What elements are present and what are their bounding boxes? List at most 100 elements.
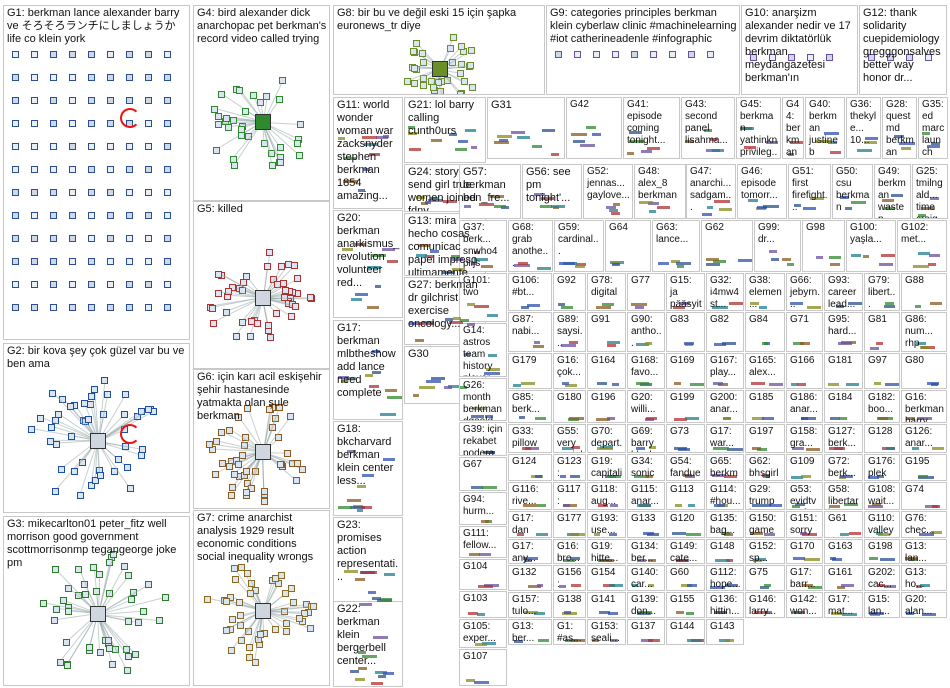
group-cell-g87[interactable]: G87: nabi... xyxy=(508,312,552,352)
group-cell-g91[interactable]: G91 xyxy=(587,312,626,352)
group-cell-g6[interactable]: G6: için karı acil eskişehir şehir hasta… xyxy=(193,369,330,509)
group-cell-g103[interactable]: G103 xyxy=(459,591,507,618)
group-cell-g167[interactable]: G167: play... xyxy=(706,353,744,389)
group-cell-g117[interactable]: G117: cmo... xyxy=(553,482,586,510)
group-cell-g35[interactable]: G35: ed marc launch episod... xyxy=(918,97,948,159)
group-cell-g198[interactable]: G198 xyxy=(864,539,900,564)
group-cell-g118[interactable]: G118: aug... xyxy=(587,482,626,510)
group-cell-g100[interactable]: G100: yaşla... xyxy=(846,220,896,272)
group-cell-g73[interactable]: G73 xyxy=(666,424,705,453)
group-cell-g36[interactable]: G36: thekyle... 10... xyxy=(846,97,881,159)
group-cell-g102[interactable]: G102: met... xyxy=(897,220,947,272)
group-cell-g181[interactable]: G181 xyxy=(824,353,863,389)
group-cell-g75[interactable]: G75 xyxy=(745,565,785,591)
group-cell-g71[interactable]: G71 xyxy=(786,312,823,352)
group-cell-g52[interactable]: G52: jennas... gaylove... xyxy=(583,164,633,219)
group-cell-g29[interactable]: G29: trump hey julian nachoag... xyxy=(745,482,785,510)
group-cell-g46[interactable]: G46: episode tomorr... xyxy=(737,164,787,219)
group-cell-g110[interactable]: G110: valley direc... xyxy=(864,511,900,538)
group-cell-g38[interactable]: G38: elemen... xyxy=(745,273,785,311)
group-cell-g82[interactable]: G82 xyxy=(706,312,744,352)
group-cell-g17c[interactable]: G17: dan xyxy=(508,511,552,538)
group-cell-g149[interactable]: G149: cate... xyxy=(666,539,705,564)
group-cell-g137[interactable]: G137 xyxy=(627,619,665,645)
group-cell-g28[interactable]: G28: questmd berkman lecture today... xyxy=(882,97,917,159)
group-cell-g124[interactable]: G124 xyxy=(508,454,552,481)
group-cell-g161[interactable]: G161 xyxy=(824,565,863,591)
group-cell-g199[interactable]: G199 xyxy=(666,390,705,423)
group-cell-g34[interactable]: G34: sonic boom festival tonight... xyxy=(627,454,665,481)
group-cell-g53[interactable]: G53: evidtv tnyfron... xyxy=(786,482,823,510)
group-cell-g138[interactable]: G138 xyxy=(553,592,586,618)
group-cell-g185[interactable]: G185 xyxy=(745,390,785,423)
group-cell-g15[interactable]: G15: ja pääsyitä onko osoitettu että köy… xyxy=(666,273,705,311)
group-cell-g18[interactable]: G18: bkcharvard berkman klein center les… xyxy=(333,421,403,516)
group-cell-g98[interactable]: G98 xyxy=(802,220,845,272)
group-cell-g134[interactable]: G134: ber... xyxy=(627,539,665,564)
group-cell-g17e[interactable]: G17: barr... xyxy=(786,565,823,591)
group-cell-g127[interactable]: G127: berk... xyxy=(824,424,863,453)
group-cell-g11[interactable]: G11: world wonder woman war zacksnyder s… xyxy=(333,97,403,209)
group-cell-g13c[interactable]: G13: ho... xyxy=(901,565,947,591)
group-cell-g186[interactable]: G186: anar... xyxy=(786,390,823,423)
group-cell-g99[interactable]: G99: dr... xyxy=(754,220,801,272)
group-cell-g39[interactable]: G39: için rekabet podera... xyxy=(459,422,507,456)
group-cell-g41[interactable]: G41: episode coming tonight... xyxy=(623,97,680,159)
group-cell-g170[interactable]: G170 xyxy=(786,539,823,564)
group-cell-g144[interactable]: G144 xyxy=(666,619,705,645)
group-cell-g51[interactable]: G51: first firefight... xyxy=(788,164,831,219)
group-cell-g112[interactable]: G112: hope... xyxy=(706,565,744,591)
group-cell-g106[interactable]: G106: #bt... xyxy=(508,273,552,311)
group-cell-g17d[interactable]: G17: any... xyxy=(508,539,552,564)
group-cell-g132[interactable]: G132 xyxy=(508,565,552,591)
group-cell-g116[interactable]: G116: rive... xyxy=(508,482,552,510)
group-cell-g86[interactable]: G86: num... rhp xyxy=(901,312,947,352)
group-cell-g92[interactable]: G92 xyxy=(553,273,586,311)
group-cell-g20c[interactable]: G20: alan... xyxy=(901,592,947,618)
group-cell-g21[interactable]: G21: lol barry calling cunth0urs xyxy=(404,97,486,163)
group-cell-g26[interactable]: G26: month berkman dgoold lance... xyxy=(459,378,507,421)
group-cell-g78[interactable]: G78: digital xyxy=(587,273,626,311)
group-cell-g139[interactable]: G139: don... xyxy=(627,592,665,618)
group-cell-g177[interactable]: G177 xyxy=(553,511,586,538)
group-cell-g104[interactable]: G104 xyxy=(459,559,507,590)
group-cell-g184[interactable]: G184 xyxy=(824,390,863,423)
group-cell-g140[interactable]: G140: car... xyxy=(627,565,665,591)
group-cell-g60[interactable]: G60 xyxy=(666,565,705,591)
group-cell-g9[interactable]: G9: categories principles berkman klein … xyxy=(546,5,740,95)
group-cell-g54[interactable]: G54: fanduel lance... xyxy=(666,454,705,481)
group-cell-g42[interactable]: G42 xyxy=(566,97,622,159)
group-cell-g107[interactable]: G107 xyxy=(459,649,507,686)
group-cell-g44[interactable]: G44: berkman hobbyco george... xyxy=(782,97,804,159)
group-cell-g20[interactable]: G20: berkman anarkismus_ revolution volu… xyxy=(333,210,403,318)
group-cell-g12[interactable]: G12: thank solidarity cuepidemiology gre… xyxy=(859,5,947,95)
group-cell-g133[interactable]: G133 xyxy=(627,511,665,538)
group-cell-g142[interactable]: G142: won... xyxy=(786,592,823,618)
group-cell-g50[interactable]: G50: csu berkman xyxy=(832,164,873,219)
group-cell-g40[interactable]: G40: berkman justineb baseball... xyxy=(805,97,845,159)
group-cell-g20b[interactable]: G20: willi... xyxy=(627,390,665,423)
group-cell-g56[interactable]: G56: see pm tonight'... xyxy=(522,164,582,219)
group-cell-g61[interactable]: G61 xyxy=(824,511,863,538)
group-cell-g195[interactable]: G195 xyxy=(901,454,947,481)
group-cell-g58[interactable]: G58: libertari... parlamen... xyxy=(824,482,863,510)
group-cell-g5[interactable]: G5: killed xyxy=(193,201,330,369)
group-cell-g7[interactable]: G7: crime anarchist analysis 1929 result… xyxy=(193,510,330,686)
group-cell-g63[interactable]: G63: lance... xyxy=(652,220,700,272)
group-cell-g81[interactable]: G81 xyxy=(864,312,900,352)
group-cell-g55[interactable]: G55: very socialist xyxy=(553,424,586,453)
group-cell-g17f[interactable]: G17: mat... xyxy=(824,592,863,618)
group-cell-g114[interactable]: G114: #hou... xyxy=(706,482,744,510)
group-cell-g113[interactable]: G113 xyxy=(666,482,705,510)
group-cell-g169[interactable]: G169 xyxy=(666,353,705,389)
group-cell-g157[interactable]: G157: tulo... xyxy=(508,592,552,618)
group-cell-g16[interactable]: G16: çok... xyxy=(553,353,586,389)
group-cell-g154[interactable]: G154 xyxy=(587,565,626,591)
group-cell-g168[interactable]: G168: favo... xyxy=(627,353,665,389)
group-cell-g77[interactable]: G77 xyxy=(627,273,665,311)
group-cell-g30[interactable]: G30 xyxy=(404,346,486,404)
group-cell-g23[interactable]: G23: promises action representati... xyxy=(333,517,403,614)
group-cell-g17[interactable]: G17: berkman mlbtheshow add lance need c… xyxy=(333,320,403,420)
group-cell-g163[interactable]: G163 xyxy=(824,539,863,564)
group-cell-g2[interactable]: G2: bir kova şey çok güzel var bu ve ben… xyxy=(3,343,190,513)
